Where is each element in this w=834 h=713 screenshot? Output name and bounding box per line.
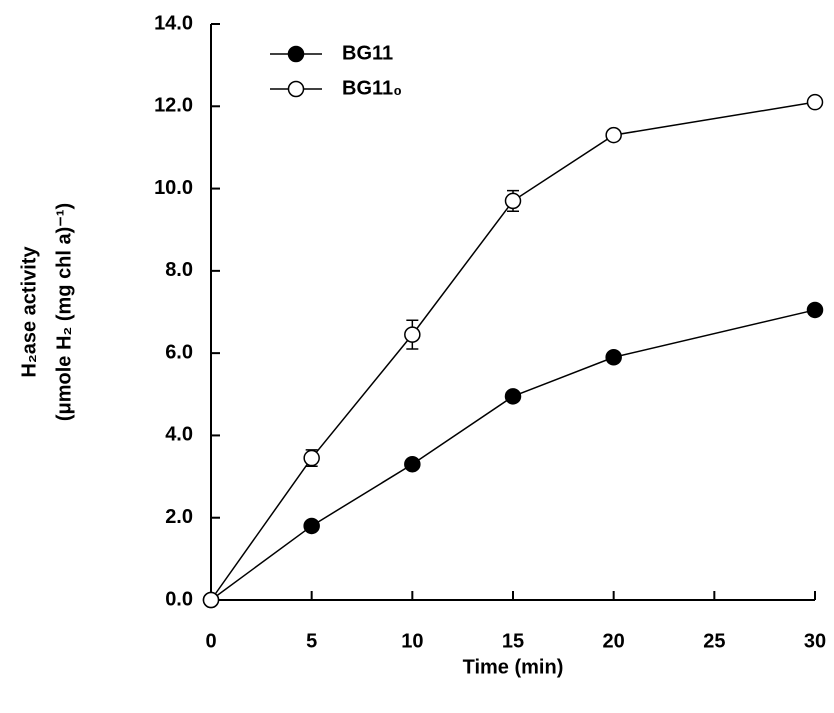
x-tick-label: 5 bbox=[306, 630, 317, 652]
legend-label: BG11 bbox=[342, 42, 393, 64]
y-tick-label: 8.0 bbox=[165, 259, 193, 281]
y-tick-label: 14.0 bbox=[154, 12, 193, 34]
y-tick-label: 4.0 bbox=[165, 424, 193, 446]
data-point bbox=[303, 449, 320, 467]
x-tick-label: 15 bbox=[502, 630, 524, 652]
y-tick-label: 12.0 bbox=[154, 95, 193, 117]
legend-marker bbox=[287, 45, 305, 63]
x-tick-label: 30 bbox=[804, 630, 826, 652]
data-point bbox=[504, 388, 522, 405]
x-tick-label: 0 bbox=[205, 630, 216, 652]
y-axis-label: (μmole H₂ (mg chl a)⁻¹) bbox=[53, 203, 75, 421]
y-axis-label: H₂ase activity bbox=[18, 246, 40, 378]
data-point bbox=[202, 591, 220, 609]
data-point bbox=[504, 192, 522, 210]
data-point bbox=[303, 517, 320, 535]
x-tick-label: 20 bbox=[603, 630, 625, 652]
x-tick-label: 10 bbox=[401, 630, 423, 652]
legend-marker bbox=[287, 80, 305, 98]
data-point bbox=[806, 301, 824, 319]
y-tick-label: 0.0 bbox=[165, 588, 193, 610]
data-point bbox=[404, 326, 421, 343]
y-tick-label: 10.0 bbox=[154, 177, 193, 199]
data-point bbox=[806, 93, 824, 111]
series-line bbox=[210, 101, 816, 601]
x-tick-label: 25 bbox=[703, 630, 725, 652]
data-point bbox=[605, 126, 622, 144]
legend-label: BG11₀ bbox=[342, 77, 402, 99]
y-tick-label: 6.0 bbox=[165, 341, 193, 363]
series-line bbox=[210, 309, 816, 601]
x-axis-label: Time (min) bbox=[463, 656, 564, 678]
data-point bbox=[605, 349, 622, 366]
data-point bbox=[404, 455, 421, 473]
y-tick-label: 2.0 bbox=[165, 506, 193, 528]
